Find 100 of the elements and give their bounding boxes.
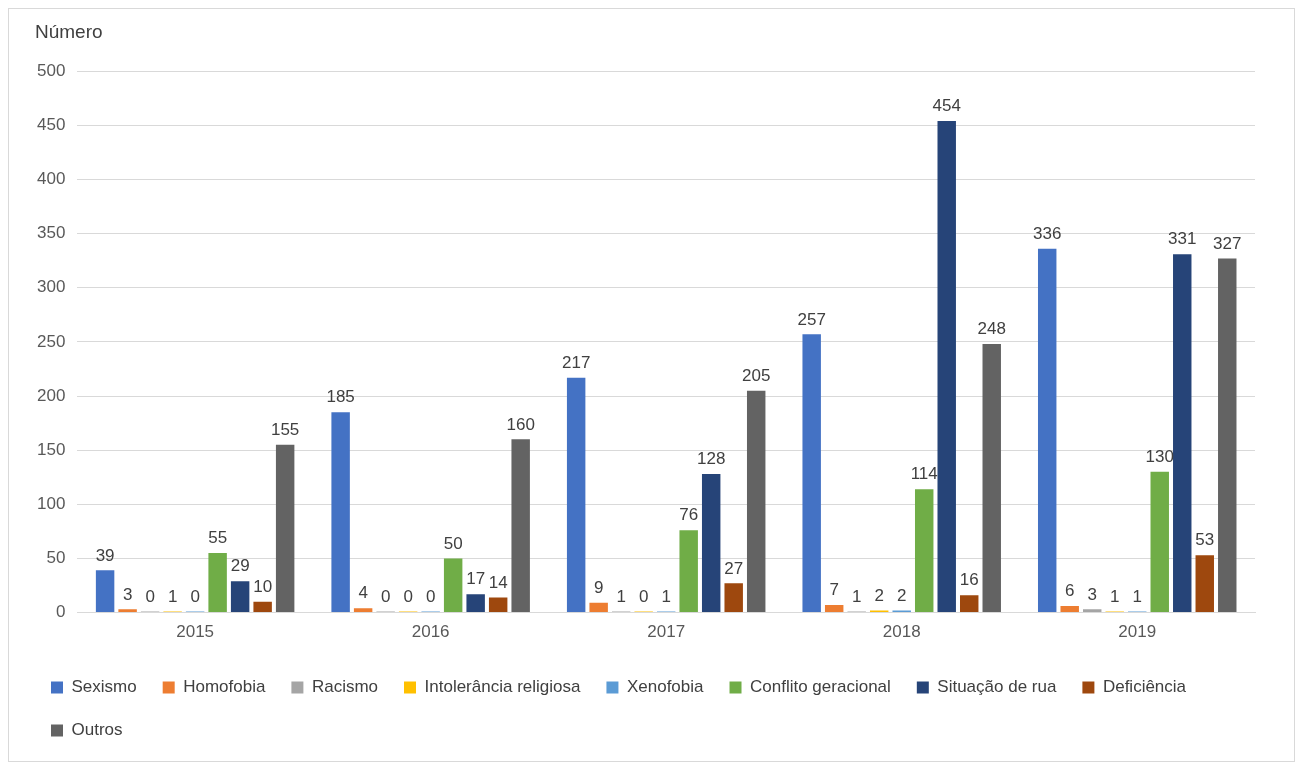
data-label: 248 bbox=[977, 319, 1006, 339]
legend-label: Homofobia bbox=[183, 677, 266, 697]
bar bbox=[95, 570, 115, 613]
bar bbox=[230, 581, 250, 613]
bar bbox=[1083, 609, 1102, 613]
data-label: 1 bbox=[616, 586, 626, 606]
data-label: 0 bbox=[638, 586, 649, 606]
data-label: 1 bbox=[1110, 586, 1120, 606]
x-tick-label: 2018 bbox=[882, 622, 921, 642]
bar bbox=[511, 439, 530, 613]
data-label: 160 bbox=[506, 414, 535, 434]
bar bbox=[679, 530, 698, 613]
y-tick-label: 0 bbox=[55, 602, 66, 622]
x-tick-label: 2019 bbox=[1118, 622, 1157, 642]
data-label: 7 bbox=[829, 580, 839, 600]
data-label: 0 bbox=[145, 586, 155, 606]
data-label: 39 bbox=[95, 545, 115, 565]
bar bbox=[275, 444, 295, 613]
y-tick-label: 100 bbox=[36, 494, 66, 514]
data-label: 205 bbox=[742, 365, 771, 385]
bar bbox=[724, 583, 743, 613]
bar bbox=[1218, 258, 1237, 613]
legend-label: Conflito geracional bbox=[750, 677, 891, 697]
data-label: 76 bbox=[679, 505, 699, 525]
data-label: 29 bbox=[230, 556, 250, 576]
y-tick-label: 500 bbox=[36, 60, 66, 80]
y-axis-title: Número bbox=[35, 21, 103, 43]
bar bbox=[937, 121, 956, 613]
data-label: 336 bbox=[1033, 223, 1062, 243]
bar bbox=[353, 608, 373, 613]
data-label: 0 bbox=[403, 586, 413, 606]
bar bbox=[589, 602, 608, 613]
data-label: 50 bbox=[443, 533, 463, 553]
bar bbox=[1060, 606, 1079, 613]
y-tick-label: 50 bbox=[46, 548, 66, 568]
data-label: 3 bbox=[1087, 584, 1097, 604]
bar bbox=[824, 605, 844, 613]
bar bbox=[566, 377, 586, 613]
x-tick-label: 2016 bbox=[411, 622, 450, 642]
data-label: 331 bbox=[1168, 229, 1197, 249]
data-label: 4 bbox=[358, 583, 368, 603]
data-label: 327 bbox=[1213, 233, 1242, 253]
x-tick-label: 2017 bbox=[647, 622, 686, 642]
legend-label: Intolerância religiosa bbox=[424, 677, 581, 697]
y-tick-label: 450 bbox=[36, 115, 66, 135]
data-label: 0 bbox=[190, 586, 200, 606]
bar bbox=[466, 594, 485, 613]
bar bbox=[488, 597, 508, 613]
legend-label: Racismo bbox=[311, 677, 379, 697]
y-tick-label: 250 bbox=[36, 331, 66, 351]
data-label: 1 bbox=[851, 586, 862, 606]
y-tick-label: 300 bbox=[36, 277, 66, 297]
legend-label: Deficiência bbox=[1102, 677, 1187, 697]
data-label: 0 bbox=[380, 586, 391, 606]
data-label: 16 bbox=[959, 570, 979, 590]
bar bbox=[331, 412, 350, 613]
bar bbox=[1195, 555, 1214, 613]
data-label: 185 bbox=[326, 387, 355, 407]
bar bbox=[443, 558, 463, 613]
bar bbox=[1173, 254, 1192, 613]
data-label: 6 bbox=[1064, 581, 1075, 601]
legend-label: Sexismo bbox=[71, 677, 137, 697]
bar bbox=[208, 553, 227, 613]
data-label: 3 bbox=[122, 584, 133, 604]
bar bbox=[802, 334, 821, 613]
data-label: 9 bbox=[593, 578, 604, 598]
data-label: 17 bbox=[466, 569, 486, 589]
bar bbox=[1037, 248, 1057, 613]
bar bbox=[701, 474, 721, 613]
data-label: 1 bbox=[1132, 586, 1142, 606]
data-label: 0 bbox=[425, 586, 436, 606]
bar bbox=[914, 489, 934, 613]
bar bbox=[746, 390, 766, 613]
data-label: 257 bbox=[797, 309, 826, 329]
bar bbox=[253, 601, 272, 613]
data-label: 454 bbox=[932, 96, 961, 116]
legend-label: Outros bbox=[71, 720, 123, 740]
data-label: 55 bbox=[208, 528, 228, 548]
bar bbox=[960, 595, 979, 613]
x-tick-label: 2015 bbox=[176, 622, 215, 642]
y-tick-label: 350 bbox=[36, 223, 66, 243]
data-label: 155 bbox=[270, 419, 300, 439]
data-label: 128 bbox=[697, 449, 726, 469]
bar bbox=[982, 344, 1001, 613]
data-label: 27 bbox=[724, 558, 744, 578]
data-label: 2 bbox=[874, 585, 884, 605]
legend-label: Situação de rua bbox=[937, 677, 1057, 697]
data-label: 217 bbox=[561, 352, 591, 372]
y-tick-label: 150 bbox=[36, 439, 66, 459]
data-label: 14 bbox=[488, 572, 508, 592]
y-tick-label: 400 bbox=[36, 169, 66, 189]
data-label: 53 bbox=[1195, 530, 1215, 550]
data-label: 1 bbox=[661, 586, 671, 606]
data-label: 2 bbox=[896, 585, 907, 605]
bar bbox=[118, 609, 137, 613]
y-tick-label: 200 bbox=[36, 385, 66, 405]
data-label: 1 bbox=[167, 586, 178, 606]
bar bbox=[1150, 471, 1169, 613]
legend-label: Xenofobia bbox=[626, 677, 705, 697]
data-label: 10 bbox=[253, 576, 273, 596]
